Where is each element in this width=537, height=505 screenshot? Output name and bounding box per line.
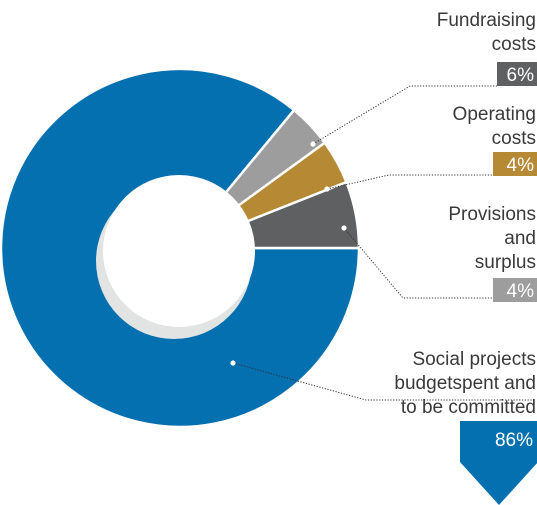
- provisions-label-line: and: [504, 228, 536, 249]
- slice-annotations: Social projects budgetspent and to be comm…: [230, 10, 537, 505]
- fundraising-label-line: Fundraising: [437, 10, 536, 31]
- provisions-leader-line: [343, 227, 494, 299]
- social-projects-label-line: Social projects: [412, 349, 536, 370]
- fundraising-marker-dot: [310, 141, 316, 147]
- social-projects-label-line: budgetspent and: [394, 373, 536, 394]
- fundraising-value-badge: [497, 62, 537, 86]
- fundraising-leader-line: [312, 85, 497, 145]
- social-projects-marker-dot: [230, 360, 236, 366]
- provisions-value-label: 4%: [507, 281, 535, 302]
- provisions-label-line: Provisions: [448, 204, 536, 225]
- operating-costs-value-label: 4%: [507, 155, 535, 176]
- donut-slices: [0, 67, 361, 429]
- provisions-value-badge: [493, 278, 537, 302]
- donut-hole: [103, 175, 255, 327]
- operating-costs-value-badge: [493, 152, 537, 176]
- social-projects-value-badge: [460, 421, 537, 505]
- slice-social-projects: [0, 67, 361, 429]
- fundraising-value-label: 6%: [507, 65, 535, 86]
- provisions-label-line: surplus: [475, 252, 536, 273]
- operating-costs-marker-dot: [324, 186, 330, 192]
- social-projects-value-label: 86%: [495, 430, 533, 451]
- provisions-marker-dot: [341, 225, 347, 231]
- operating-costs-leader-line: [326, 174, 494, 190]
- social-projects-leader-line: [232, 362, 536, 401]
- fundraising-label-line: costs: [492, 34, 536, 55]
- operating-costs-label-line: Operating: [453, 104, 536, 125]
- operating-costs-label-line: costs: [492, 128, 536, 149]
- social-projects-label-line: to be committed: [401, 397, 536, 418]
